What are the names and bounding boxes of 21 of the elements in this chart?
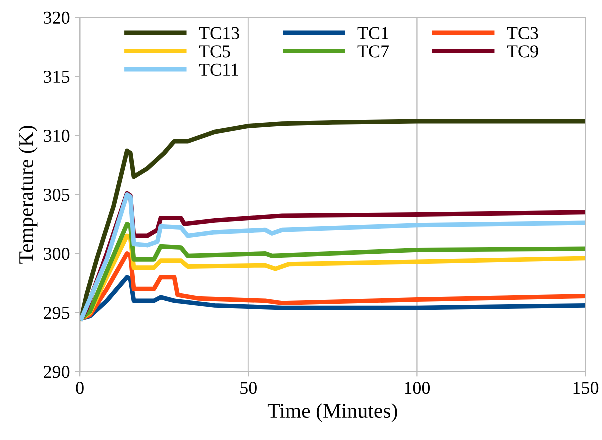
legend-label: TC1	[358, 27, 388, 40]
line-series	[80, 252, 586, 321]
x-tick-label: 0	[76, 382, 84, 394]
y-tick-label: 295	[44, 307, 70, 320]
legend-label: TC9	[507, 46, 538, 58]
x-axis-title: Time (Minutes)	[268, 403, 398, 422]
legend-label: TC7	[358, 46, 390, 58]
legend-label: TC13	[199, 27, 240, 40]
y-tick-label: 290	[44, 366, 70, 378]
y-axis-title: Temperature (K)	[18, 126, 38, 264]
legend-label: TC5	[199, 46, 230, 58]
y-tick-label: 300	[44, 248, 70, 260]
legend-label: TC3	[507, 27, 538, 40]
y-tick-label: 305	[44, 188, 70, 202]
x-tick-label: 50	[240, 382, 257, 394]
x-tick-label: 150	[574, 382, 599, 394]
x-tick-label: 100	[405, 382, 430, 394]
y-tick-label: 320	[44, 12, 70, 24]
y-tick-label: 315	[44, 70, 70, 84]
y-tick-label: 310	[44, 130, 70, 142]
legend-label: TC11	[199, 64, 238, 76]
